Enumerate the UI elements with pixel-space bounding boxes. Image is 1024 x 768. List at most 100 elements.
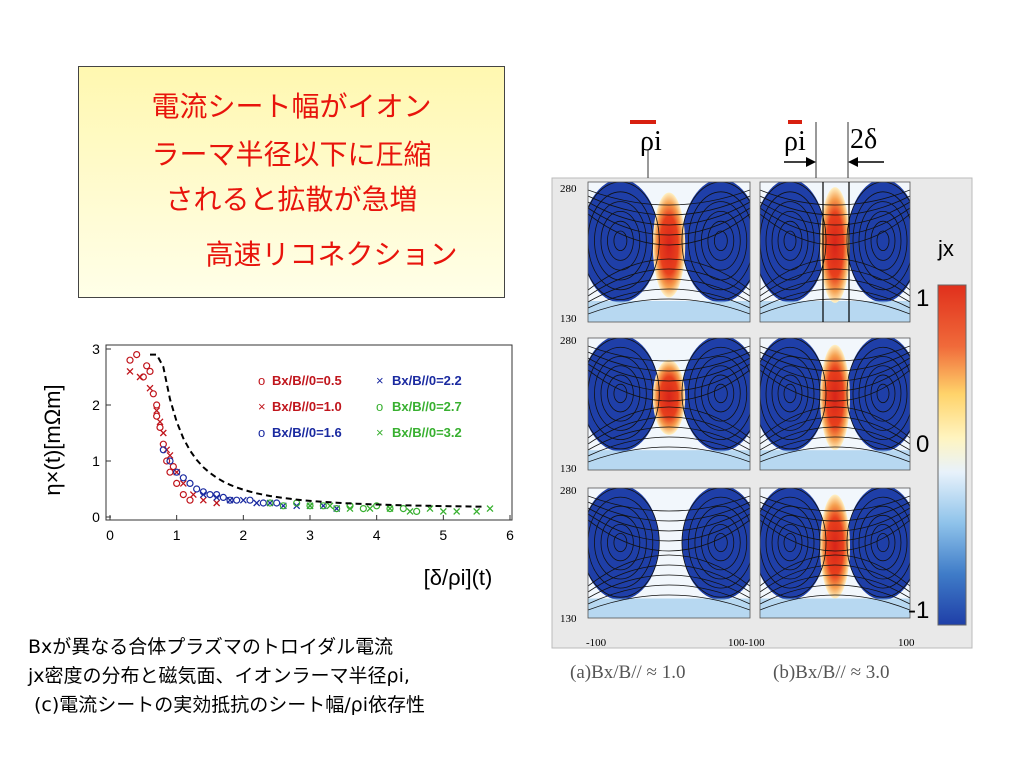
legend-marker: o	[376, 399, 383, 414]
flux-contour	[864, 365, 902, 422]
colorbar-tick-minus1: -1	[908, 597, 929, 624]
flux-contour	[588, 357, 750, 382]
flux-contour	[588, 584, 750, 605]
data-point	[213, 499, 221, 507]
data-point	[226, 496, 234, 504]
data-point	[453, 507, 461, 515]
flux-contour	[760, 496, 821, 589]
y-tick-label: 0	[92, 509, 100, 525]
panel-label-b: (b)Bx/B// ≈ 3.0	[773, 662, 890, 683]
flux-contour	[588, 201, 750, 226]
data-point	[153, 401, 161, 409]
data-point	[146, 384, 154, 392]
x-tick-label: 1	[173, 527, 181, 543]
data-point	[199, 496, 207, 504]
jx-label: jx	[937, 236, 954, 261]
flux-contour	[760, 426, 910, 451]
flux-contour	[760, 182, 827, 300]
rho-bar-right	[788, 120, 802, 124]
y-label-top-1: 280	[560, 183, 577, 195]
data-point	[306, 502, 314, 510]
data-point	[193, 485, 201, 493]
bottom-band	[588, 301, 750, 322]
flux-contour	[760, 564, 910, 593]
flux-contour	[713, 383, 728, 404]
flux-contour	[765, 505, 815, 580]
bottom-band	[760, 301, 910, 322]
flux-contour	[700, 514, 741, 571]
data-point	[189, 491, 197, 499]
flux-contour	[846, 338, 910, 450]
flux-contour	[760, 207, 910, 236]
flux-contour	[607, 523, 634, 562]
data-point	[206, 491, 214, 499]
caption-line-1: Bxが異なる合体プラズマのトロイダル電流	[28, 636, 394, 658]
flux-contour	[760, 189, 910, 206]
flux-contour	[771, 365, 809, 422]
blue-lobe-left	[588, 488, 660, 600]
x-tick-label: 4	[373, 527, 381, 543]
flux-contour	[613, 230, 628, 252]
flux-contour	[588, 338, 660, 450]
panel-frame	[759, 181, 911, 323]
flux-contour	[760, 436, 910, 457]
data-point	[166, 451, 174, 459]
flux-contour	[760, 584, 910, 605]
flux-contour	[765, 201, 815, 281]
y-label-top-3: 280	[560, 485, 577, 497]
flux-contour	[760, 258, 910, 291]
flux-contour	[588, 288, 750, 309]
flux-contour	[864, 514, 902, 571]
flux-contour	[594, 356, 647, 431]
flux-contour	[760, 554, 910, 587]
contour-panel	[759, 487, 911, 619]
flux-contour	[760, 345, 910, 362]
flux-contour	[588, 346, 654, 441]
legend-entry-3.2: × Bx/B//0=3.2	[376, 425, 462, 440]
x-tick-right-max: 100	[898, 637, 915, 649]
legend-entry-2.7: o Bx/B//0=2.7	[376, 399, 462, 414]
data-point	[133, 351, 141, 359]
flux-contour	[594, 505, 647, 580]
blue-lobe-left	[760, 338, 826, 452]
flux-contour	[876, 230, 890, 252]
data-point	[359, 505, 367, 513]
data-point	[179, 491, 187, 499]
contour-panel	[759, 181, 911, 323]
headline-line-2: ラーマ半径以下に圧縮	[151, 138, 432, 171]
flux-contour	[588, 496, 654, 589]
colorbar-tick-1: 1	[916, 285, 929, 312]
flux-contour	[607, 220, 634, 261]
data-point	[186, 479, 194, 487]
data-point	[213, 493, 221, 501]
blue-lobe-right	[847, 488, 910, 600]
flux-contour	[588, 416, 750, 445]
flux-contour	[588, 351, 750, 372]
legend-text: Bx/B//0=1.6	[272, 425, 342, 440]
flux-contour	[694, 356, 748, 431]
flux-contour	[613, 383, 628, 404]
flux-contour	[760, 501, 910, 522]
flux-contour	[760, 519, 910, 552]
flux-contour	[783, 230, 797, 252]
legend-marker: o	[258, 373, 265, 388]
bottom-band	[588, 598, 750, 618]
panel-frame	[587, 337, 751, 471]
flux-contour	[588, 189, 750, 206]
flux-contour	[760, 363, 910, 392]
flux-contour	[588, 363, 750, 392]
flux-contour	[760, 369, 910, 402]
flux-contour	[876, 383, 890, 404]
flux-contour	[588, 495, 750, 512]
data-point	[226, 496, 234, 504]
colorbar-tick-0: 0	[916, 431, 929, 458]
data-point	[473, 507, 481, 515]
headline-subtitle: 高速リコネクション	[205, 238, 458, 271]
data-point	[173, 479, 181, 487]
blue-lobe-left	[760, 182, 826, 303]
trend-curve	[150, 353, 484, 508]
flux-contour	[700, 365, 741, 422]
headline-box: 電流シート幅がイオン ラーマ半径以下に圧縮 されると拡散が急増 高速リコネクショ…	[78, 66, 505, 298]
data-point	[266, 499, 274, 507]
blue-lobe-right	[681, 488, 750, 600]
